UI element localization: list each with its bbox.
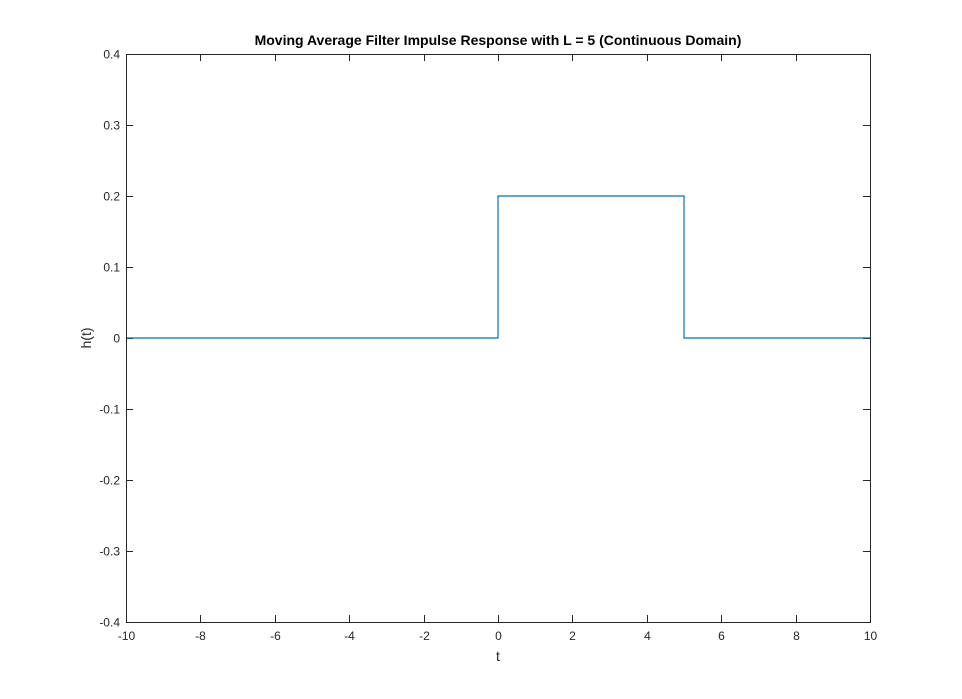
chart-title: Moving Average Filter Impulse Response w… [255, 32, 742, 48]
x-tick-label: -10 [118, 629, 136, 643]
x-tick-label: 8 [793, 629, 800, 643]
y-tick-label: -0.1 [99, 403, 120, 417]
y-tick-label: 0.3 [103, 119, 120, 133]
series-line [126, 195, 870, 339]
y-tick-label: -0.4 [99, 616, 120, 630]
y-tick-label: -0.2 [99, 474, 120, 488]
x-tick-label: 2 [569, 629, 576, 643]
axes-box [126, 54, 871, 623]
x-tick-label: -8 [195, 629, 206, 643]
y-axis-label: h(t) [78, 328, 94, 349]
x-tick-label: 6 [718, 629, 725, 643]
x-tick-label: 10 [864, 629, 878, 643]
x-axis-label: t [496, 648, 500, 664]
x-tick-label: 0 [495, 629, 502, 643]
y-tick-label: 0.1 [103, 261, 120, 275]
x-tick-label: -6 [270, 629, 281, 643]
y-tick-label: 0 [113, 332, 120, 346]
x-tick-label: -2 [419, 629, 430, 643]
y-tick-label: 0.2 [103, 190, 120, 204]
y-tick-label: -0.3 [99, 545, 120, 559]
x-tick-label: -4 [344, 629, 355, 643]
ticks-layer: -10 -8 -6 -4 -2 0 2 4 6 8 10 -0.4 -0.3 -0.2 -0.1 0 0.1 0.… [99, 48, 877, 644]
y-tick-label: 0.4 [103, 48, 120, 62]
x-tick-label: 4 [644, 629, 651, 643]
series-layer [126, 195, 870, 339]
